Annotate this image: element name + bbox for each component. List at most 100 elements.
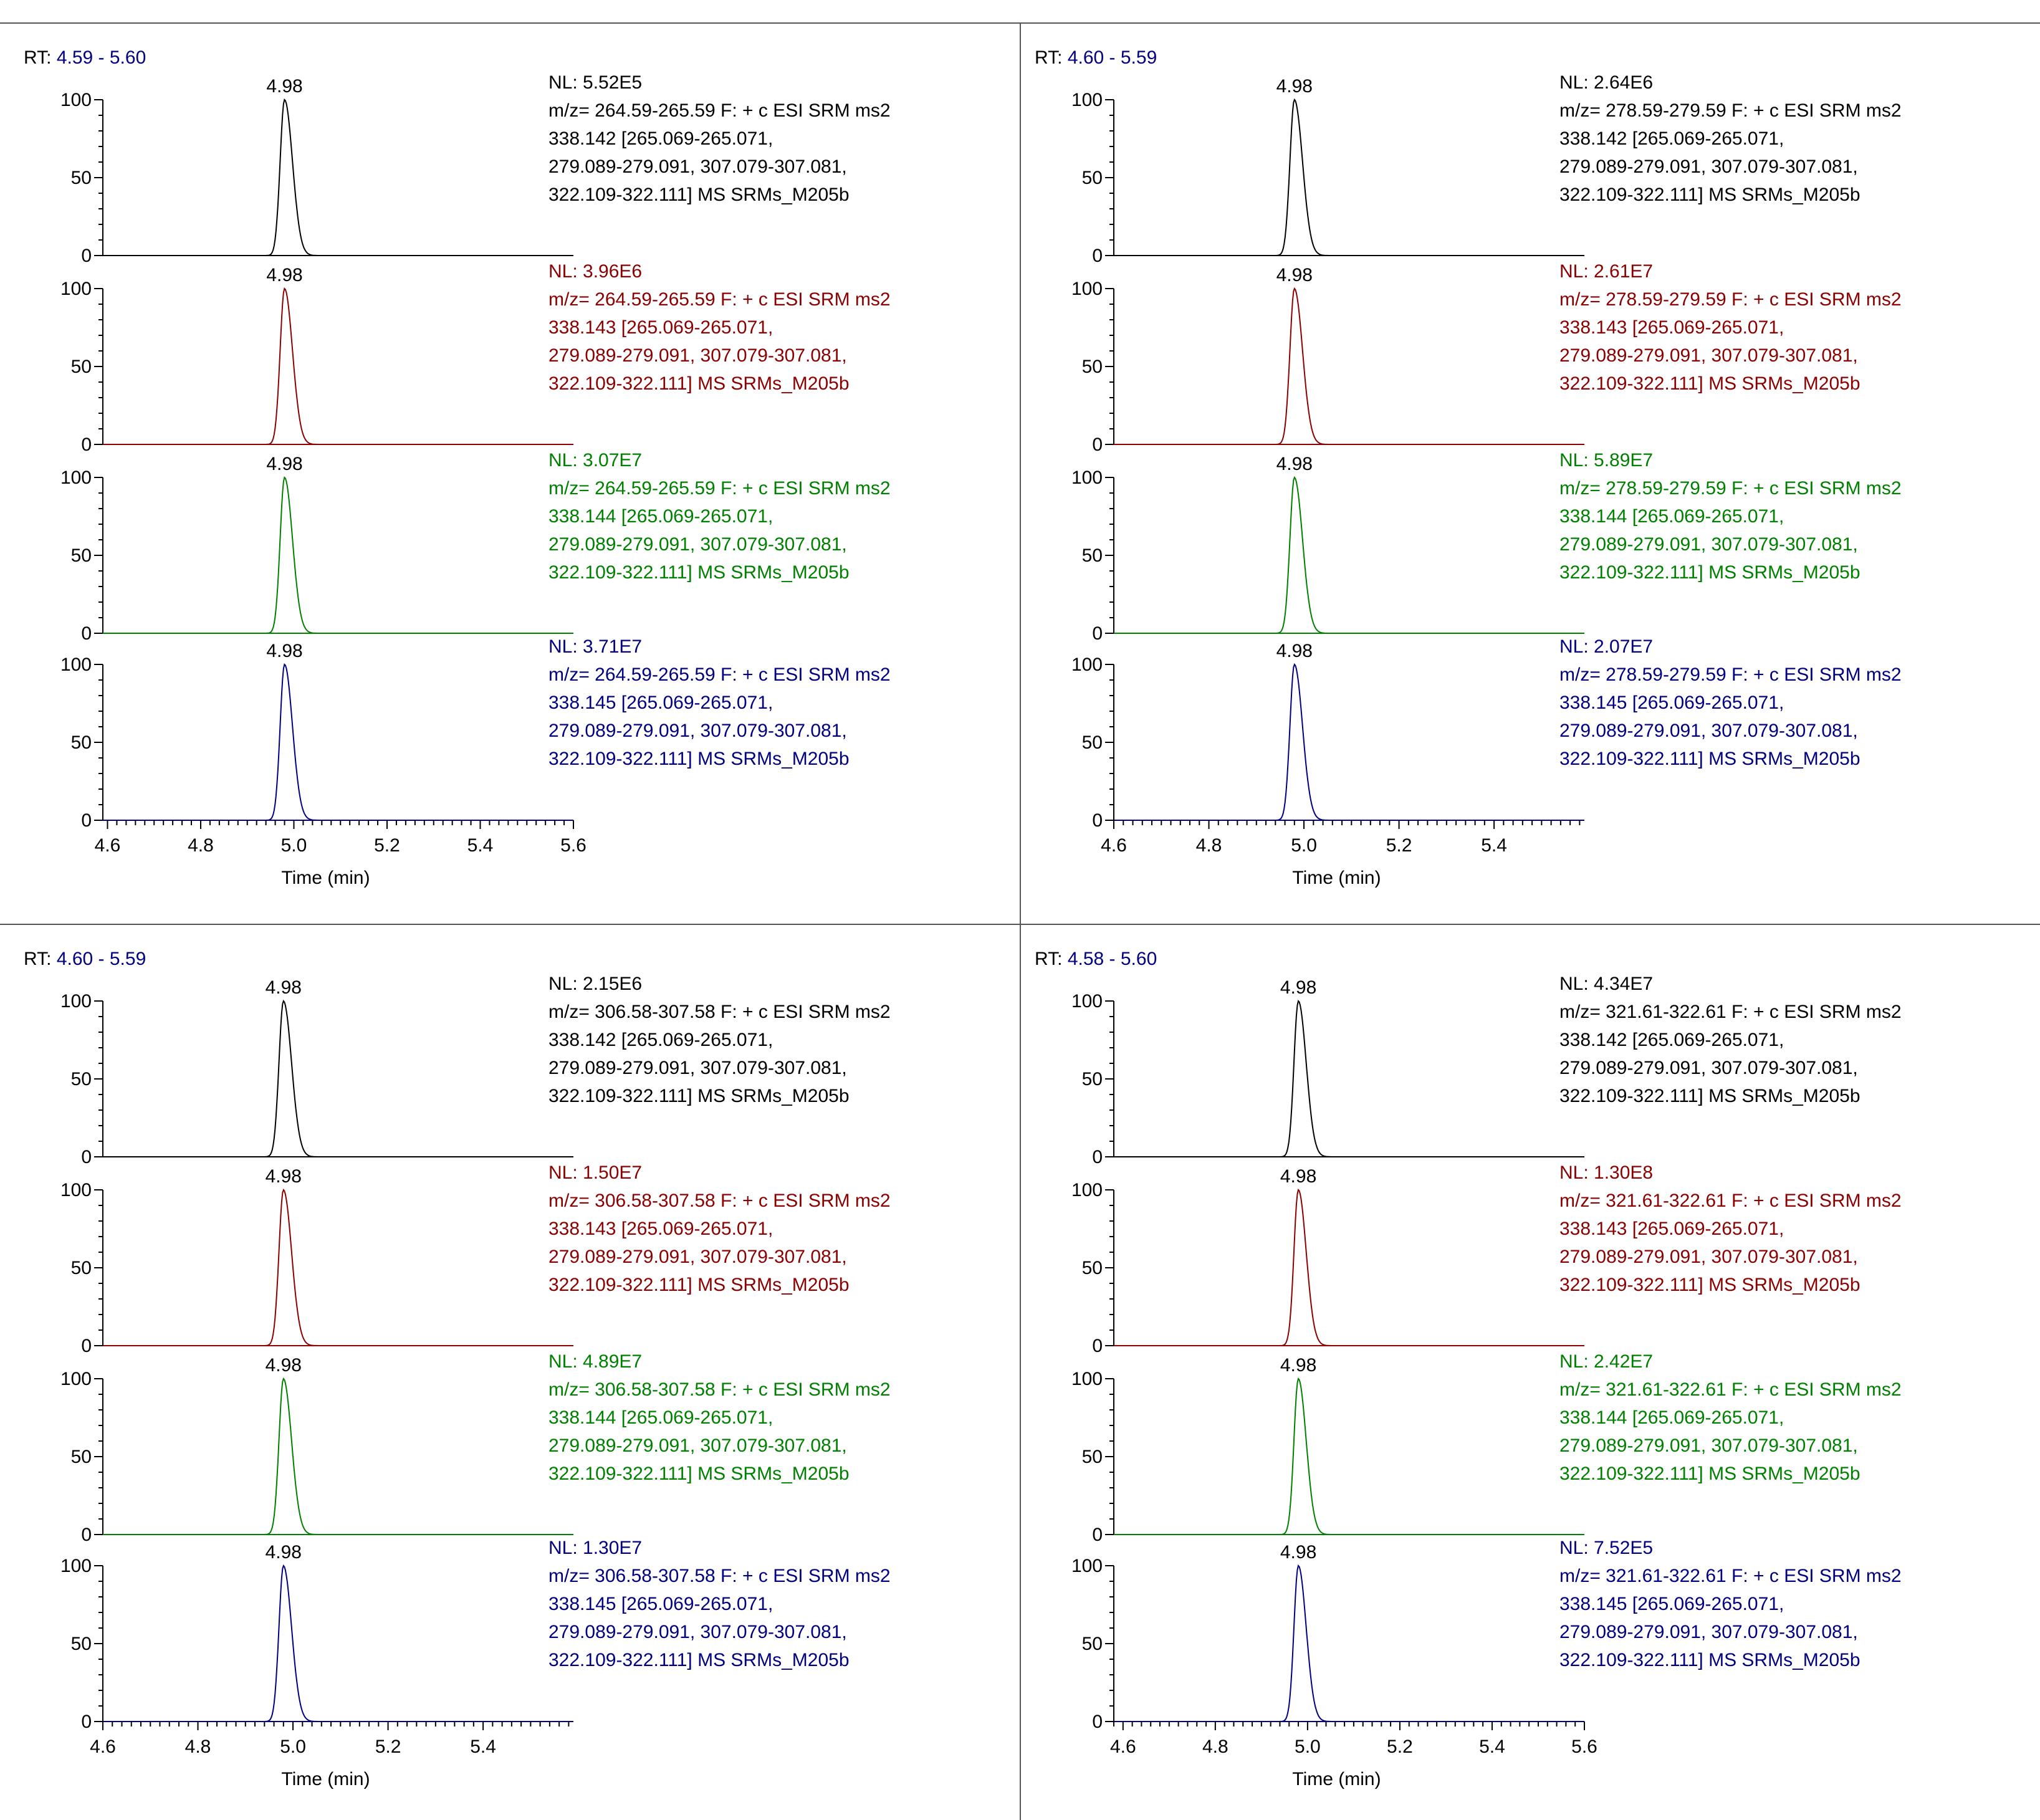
filter-line: 279.089-279.091, 307.079-307.081, [1559, 1247, 1858, 1267]
peak-label: 4.98 [1280, 1166, 1316, 1187]
filter-line: 338.143 [265.069-265.071, [1559, 317, 1784, 338]
peak-label: 4.98 [1276, 265, 1313, 285]
x-axis-label: Time (min) [1292, 868, 1381, 888]
trace-label-2: NL: 2.61E7 m/z= 278.59-279.59 F: + c ESI… [1559, 257, 1902, 398]
y-tick-label: 0 [1092, 1712, 1103, 1732]
y-tick-label: 100 [1071, 1556, 1103, 1576]
trace-label-1: NL: 4.34E7 m/z= 321.61-322.61 F: + c ESI… [1559, 970, 1902, 1110]
peak-label: 4.98 [266, 1166, 302, 1187]
peak-label: 4.98 [1280, 1355, 1316, 1376]
x-tick-label: 4.6 [1110, 1736, 1136, 1757]
rt-label: RT: 4.60 - 5.59 [1035, 47, 1157, 68]
filter-line: 338.144 [265.069-265.071, [548, 506, 773, 527]
nl-value: NL: 2.42E7 [1559, 1351, 1654, 1372]
trace-line [1114, 1564, 1584, 1722]
y-tick-label: 50 [1082, 1069, 1103, 1090]
peak-label: 4.98 [266, 1355, 302, 1376]
filter-line: 322.109-322.111] MS SRMs_M205b [1559, 373, 1860, 394]
trace-label-3: NL: 3.07E7 m/z= 264.59-265.59 F: + c ESI… [548, 446, 891, 587]
filter-line: 279.089-279.091, 307.079-307.081, [548, 1622, 847, 1642]
filter-line: 279.089-279.091, 307.079-307.081, [1559, 345, 1858, 366]
trace-line [103, 1564, 573, 1722]
x-tick-label: 4.8 [1196, 835, 1222, 856]
filter-line: m/z= 278.59-279.59 F: + c ESI SRM ms2 [1559, 664, 1902, 685]
filter-line: m/z= 321.61-322.61 F: + c ESI SRM ms2 [1559, 1190, 1902, 1211]
trace-label-1: NL: 2.64E6 m/z= 278.59-279.59 F: + c ESI… [1559, 69, 1902, 209]
trace-label-2: NL: 1.30E8 m/z= 321.61-322.61 F: + c ESI… [1559, 1159, 1902, 1299]
trace-line [1114, 1000, 1584, 1157]
x-tick-label: 5.4 [1479, 1736, 1505, 1757]
y-tick-label: 0 [1092, 1525, 1103, 1545]
x-tick-label: 5.0 [1295, 1736, 1321, 1757]
filter-line: 322.109-322.111] MS SRMs_M205b [1559, 1086, 1860, 1106]
filter-line: 279.089-279.091, 307.079-307.081, [1559, 156, 1858, 177]
y-tick-label: 100 [1071, 467, 1103, 488]
chromatogram-plot: 0 50 100 4.98 0 50 100 4.98 0 50 100 4.98 0 50 100 4.98… [1071, 977, 1597, 1789]
chromatogram-plot: 0 50 100 4.98 0 50 100 4.98 0 50 100 4.98 0 50 100 4.98… [60, 977, 573, 1789]
trace-label-1: NL: 5.52E5 m/z= 264.59-265.59 F: + c ESI… [548, 69, 891, 209]
x-axis-label: Time (min) [1292, 1769, 1381, 1789]
y-tick-label: 50 [1082, 1447, 1103, 1467]
x-tick-label: 5.0 [280, 1736, 306, 1757]
x-tick-label: 5.6 [560, 835, 587, 856]
filter-line: 279.089-279.091, 307.079-307.081, [548, 721, 847, 741]
filter-line: 322.109-322.111] MS SRMs_M205b [548, 373, 850, 394]
y-tick-label: 50 [1082, 1258, 1103, 1278]
filter-line: 279.089-279.091, 307.079-307.081, [1559, 534, 1858, 555]
y-tick-label: 100 [1071, 1180, 1103, 1200]
trace-line [103, 1377, 573, 1535]
y-tick-label: 50 [71, 545, 92, 566]
y-tick-label: 100 [1071, 1369, 1103, 1389]
trace-label-3: NL: 5.89E7 m/z= 278.59-279.59 F: + c ESI… [1559, 446, 1902, 587]
filter-line: 322.109-322.111] MS SRMs_M205b [548, 1650, 850, 1670]
y-tick-label: 0 [1092, 623, 1103, 644]
y-tick-label: 100 [60, 1556, 92, 1576]
peak-label: 4.98 [266, 454, 302, 474]
peak-label: 4.98 [266, 265, 302, 285]
nl-value: NL: 2.61E7 [1559, 261, 1654, 282]
y-tick-label: 0 [81, 1712, 92, 1732]
filter-line: 279.089-279.091, 307.079-307.081, [548, 1435, 847, 1456]
x-tick-label: 5.2 [1386, 835, 1412, 856]
filter-line: 322.109-322.111] MS SRMs_M205b [1559, 1463, 1860, 1484]
filter-line: 322.109-322.111] MS SRMs_M205b [548, 1463, 850, 1484]
y-tick-label: 100 [60, 467, 92, 488]
peak-label: 4.98 [1276, 454, 1313, 474]
filter-line: 338.145 [265.069-265.071, [548, 692, 773, 713]
filter-line: m/z= 306.58-307.58 F: + c ESI SRM ms2 [548, 1190, 891, 1211]
trace-line [1114, 1189, 1584, 1346]
x-tick-label: 5.2 [375, 1736, 401, 1757]
filter-line: m/z= 306.58-307.58 F: + c ESI SRM ms2 [548, 1379, 891, 1400]
y-tick-label: 100 [60, 991, 92, 1012]
rt-label: RT: 4.58 - 5.60 [1035, 949, 1157, 969]
chromatogram-plot: 0 50 100 4.98 0 50 100 4.98 0 50 100 4.98 0 50 100 4.98… [1071, 76, 1584, 888]
trace-line [1114, 663, 1584, 821]
peak-label: 4.98 [266, 1542, 302, 1563]
nl-value: NL: 3.71E7 [548, 636, 643, 657]
y-tick-label: 50 [71, 732, 92, 753]
trace-line [103, 476, 573, 634]
rt-label: RT: 4.59 - 5.60 [24, 47, 146, 68]
filter-line: 338.144 [265.069-265.071, [548, 1407, 773, 1428]
y-tick-label: 100 [60, 1180, 92, 1200]
trace-label-3: NL: 4.89E7 m/z= 306.58-307.58 F: + c ESI… [548, 1348, 891, 1488]
y-tick-label: 100 [1071, 279, 1103, 299]
x-tick-label: 4.6 [1101, 835, 1127, 856]
y-tick-label: 100 [1071, 654, 1103, 675]
rt-label: RT: 4.60 - 5.59 [24, 949, 146, 969]
trace-line [1114, 1377, 1584, 1535]
filter-line: m/z= 278.59-279.59 F: + c ESI SRM ms2 [1559, 478, 1902, 499]
y-tick-label: 100 [1071, 991, 1103, 1012]
peak-label: 4.98 [1280, 977, 1316, 998]
x-tick-label: 5.0 [281, 835, 307, 856]
y-tick-label: 50 [1082, 732, 1103, 753]
filter-line: 338.145 [265.069-265.071, [1559, 1594, 1784, 1614]
trace-label-3: NL: 2.42E7 m/z= 321.61-322.61 F: + c ESI… [1559, 1348, 1902, 1488]
x-tick-label: 5.4 [470, 1736, 496, 1757]
filter-line: 322.109-322.111] MS SRMs_M205b [1559, 562, 1860, 583]
filter-line: 279.089-279.091, 307.079-307.081, [548, 156, 847, 177]
trace-label-2: NL: 1.50E7 m/z= 306.58-307.58 F: + c ESI… [548, 1159, 891, 1299]
filter-line: 322.109-322.111] MS SRMs_M205b [1559, 1650, 1860, 1670]
filter-line: 322.109-322.111] MS SRMs_M205b [548, 562, 850, 583]
y-tick-label: 0 [1092, 434, 1103, 455]
